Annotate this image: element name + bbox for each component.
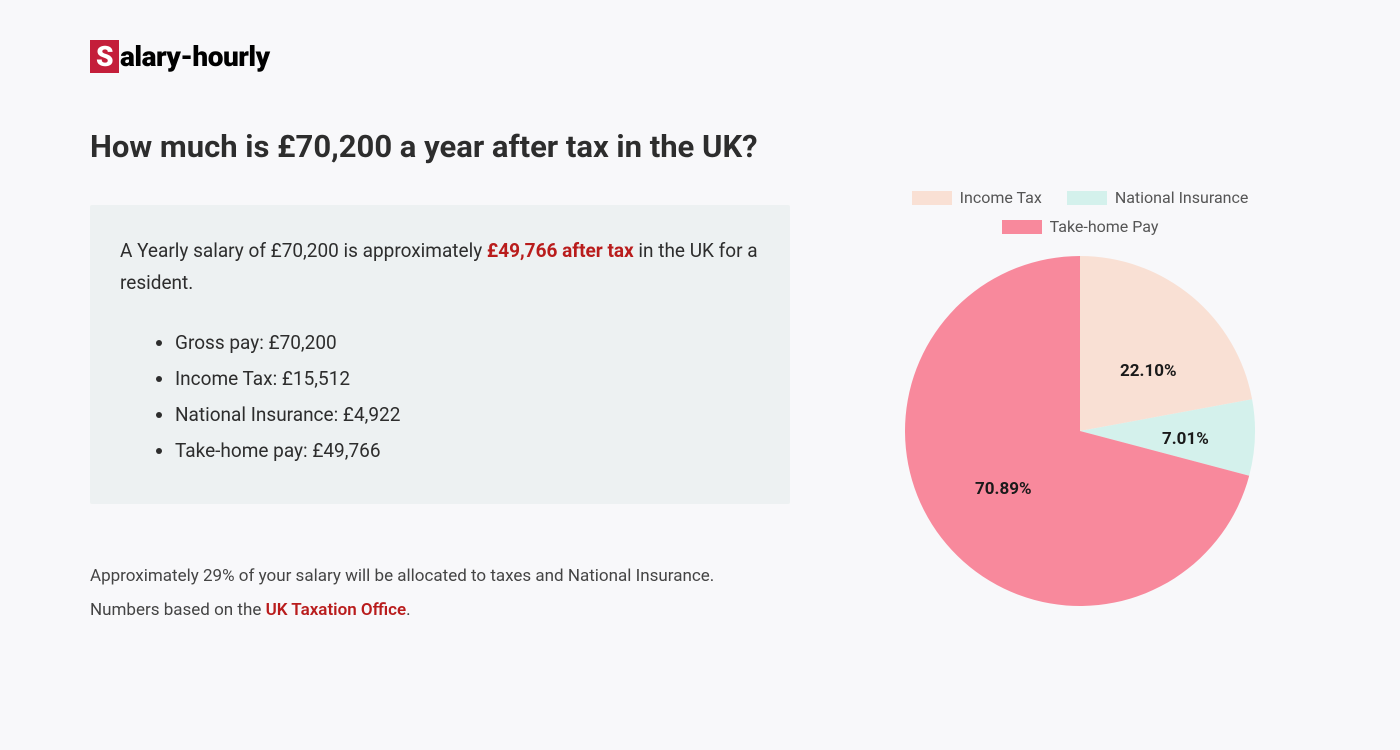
main-content: How much is £70,200 a year after tax in … — [90, 128, 1310, 627]
legend-label: National Insurance — [1115, 188, 1249, 207]
footer-line2-suffix: . — [406, 600, 410, 620]
page-title: How much is £70,200 a year after tax in … — [90, 128, 790, 165]
breakdown-list: Gross pay: £70,200 Income Tax: £15,512 N… — [120, 325, 760, 469]
footer-text: Approximately 29% of your salary will be… — [90, 559, 790, 627]
list-item: National Insurance: £4,922 — [175, 397, 760, 433]
logo-s-mark: S — [90, 40, 119, 73]
legend-label: Income Tax — [960, 188, 1042, 207]
logo: Salary-hourly — [90, 40, 1310, 73]
legend-label: Take-home Pay — [1050, 217, 1159, 236]
footer-line2-prefix: Numbers based on the — [90, 600, 266, 620]
legend-swatch — [1067, 191, 1107, 205]
list-item: Gross pay: £70,200 — [175, 325, 760, 361]
legend-item-income-tax: Income Tax — [912, 188, 1042, 207]
pie-label-income-tax: 22.10% — [1120, 361, 1177, 381]
pie-label-take-home: 70.89% — [975, 479, 1032, 499]
chart-column: Income Tax National Insurance Take-home … — [870, 128, 1290, 627]
pie-chart: 22.10% 7.01% 70.89% — [900, 251, 1260, 611]
chart-legend: Income Tax National Insurance Take-home … — [870, 188, 1290, 236]
logo-text: alary-hourly — [120, 40, 270, 73]
pie-label-national-insurance: 7.01% — [1162, 429, 1209, 449]
legend-item-national-insurance: National Insurance — [1067, 188, 1249, 207]
summary-highlight: £49,766 after tax — [487, 239, 634, 262]
legend-swatch — [912, 191, 952, 205]
summary-text: A Yearly salary of £70,200 is approximat… — [120, 235, 760, 300]
taxation-office-link[interactable]: UK Taxation Office — [266, 600, 407, 620]
list-item: Income Tax: £15,512 — [175, 361, 760, 397]
left-column: How much is £70,200 a year after tax in … — [90, 128, 790, 627]
legend-swatch — [1002, 220, 1042, 234]
summary-prefix: A Yearly salary of £70,200 is approximat… — [120, 239, 487, 262]
legend-item-take-home: Take-home Pay — [870, 217, 1290, 236]
summary-box: A Yearly salary of £70,200 is approximat… — [90, 205, 790, 504]
list-item: Take-home pay: £49,766 — [175, 433, 760, 469]
footer-line1: Approximately 29% of your salary will be… — [90, 566, 714, 586]
